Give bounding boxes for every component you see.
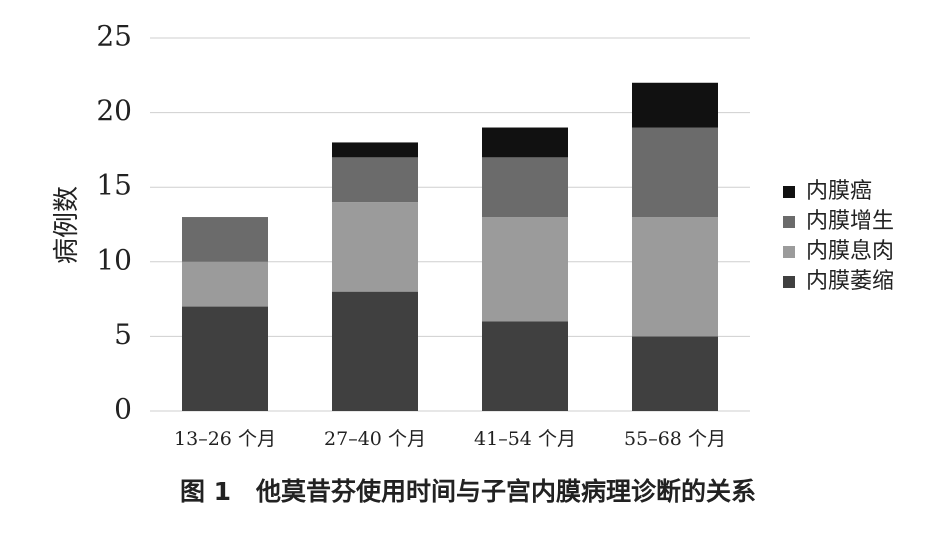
y-tick-label: 20 [96, 94, 132, 127]
legend-label: 内膜萎缩 [806, 269, 894, 294]
legend-label: 内膜增生 [806, 209, 894, 234]
legend-swatch [783, 186, 795, 198]
y-tick-label: 10 [96, 243, 132, 276]
legend-label: 内膜癌 [806, 179, 872, 204]
x-tick-label: 55–68 个月 [624, 428, 726, 450]
legend-swatch [783, 216, 795, 228]
x-tick-label: 27–40 个月 [324, 428, 426, 450]
legend-label: 内膜息肉 [806, 239, 894, 264]
bar-segment [632, 336, 718, 411]
x-tick-label: 13–26 个月 [174, 428, 276, 450]
bar-segment [632, 127, 718, 218]
bar-segment [482, 127, 568, 158]
legend-swatch [783, 276, 795, 288]
y-tick-label: 0 [114, 393, 132, 426]
y-tick-label: 5 [114, 318, 132, 351]
bar-segment [332, 142, 418, 158]
caption: 图 1 他莫昔芬使用时间与子宫内膜病理诊断的关系 [180, 477, 756, 506]
bar-segment [482, 217, 568, 322]
y-tick-label: 25 [96, 20, 132, 53]
y-axis-label: 病例数 [52, 186, 82, 264]
bar-segment [482, 321, 568, 411]
bar-segment [332, 202, 418, 292]
bar-segment [182, 217, 268, 262]
bar-segment [332, 157, 418, 203]
y-tick-label: 15 [96, 169, 132, 202]
bar-segment [182, 261, 268, 307]
bar-segment [182, 306, 268, 411]
bar-segment [482, 157, 568, 218]
legend-swatch [783, 246, 795, 258]
x-tick-label: 41–54 个月 [474, 428, 576, 450]
bar-segment [632, 217, 718, 337]
bar-segment [632, 82, 718, 128]
bar-segment [332, 291, 418, 411]
